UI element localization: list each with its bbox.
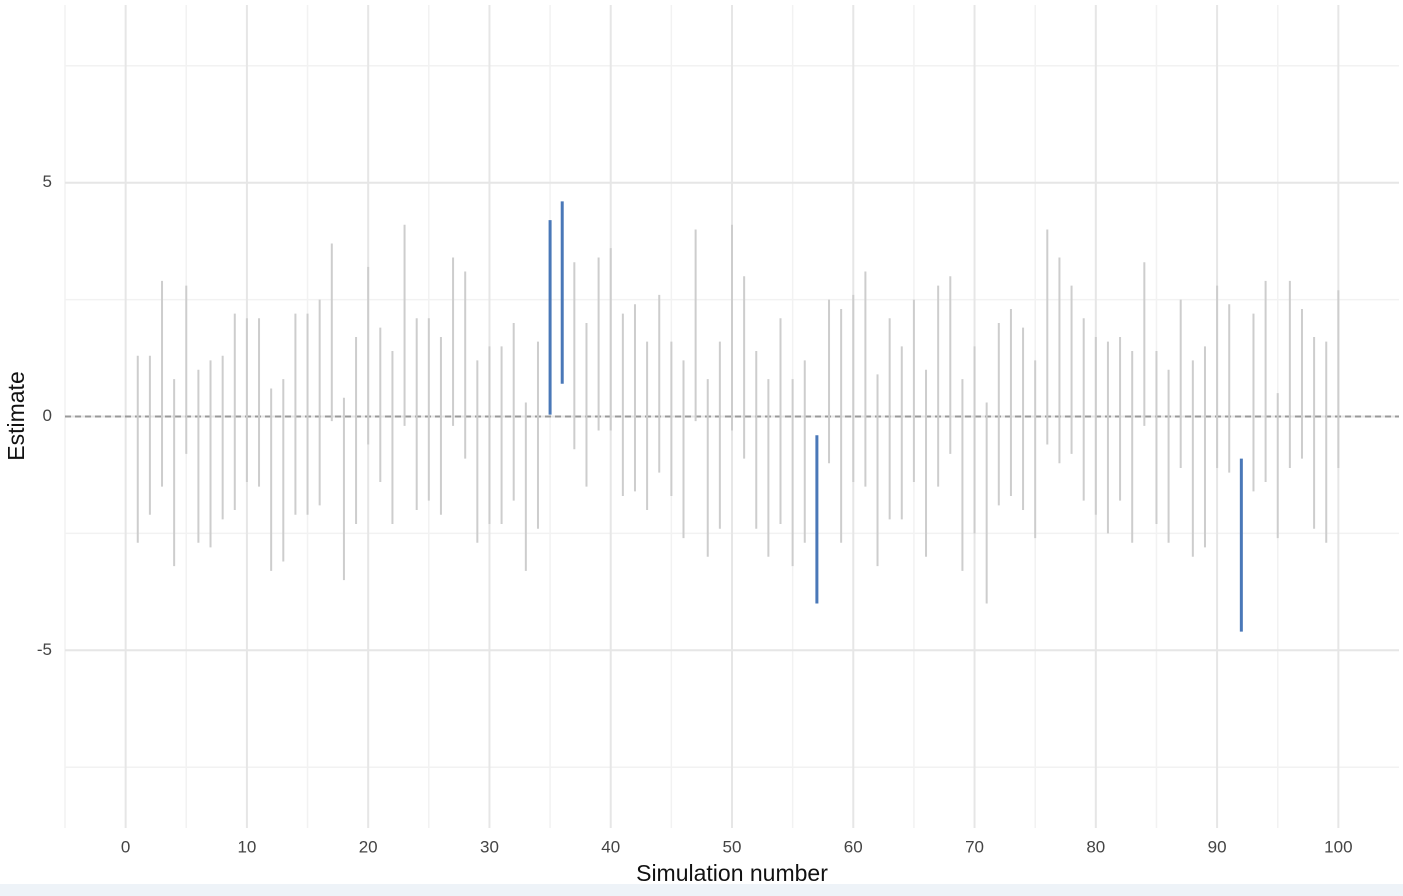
x-tick-label: 10 bbox=[237, 837, 256, 856]
y-tick-label: -5 bbox=[37, 640, 52, 659]
x-tick-label: 80 bbox=[1086, 837, 1105, 856]
x-tick-label: 20 bbox=[359, 837, 378, 856]
x-tick-label: 60 bbox=[844, 837, 863, 856]
bottom-strip bbox=[0, 884, 1403, 896]
x-tick-label: 40 bbox=[601, 837, 620, 856]
x-tick-label: 30 bbox=[480, 837, 499, 856]
y-tick-label: 5 bbox=[43, 172, 52, 191]
y-axis-title: Estimate bbox=[3, 371, 29, 460]
y-tick-label: 0 bbox=[43, 406, 52, 425]
x-tick-label: 100 bbox=[1324, 837, 1352, 856]
x-tick-label: 70 bbox=[965, 837, 984, 856]
x-axis-title: Simulation number bbox=[636, 860, 828, 886]
x-tick-label: 50 bbox=[723, 837, 742, 856]
x-tick-label: 90 bbox=[1208, 837, 1227, 856]
x-tick-label: 0 bbox=[121, 837, 130, 856]
